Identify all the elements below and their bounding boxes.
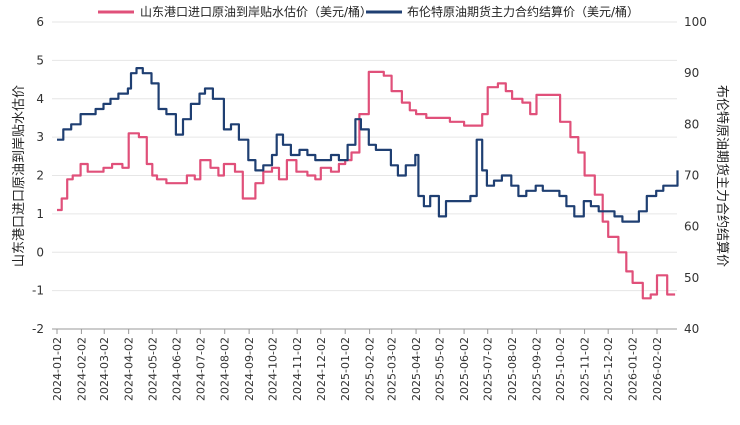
left-axis-title: 山东港口进口原油到岸贴水估价 <box>12 85 27 267</box>
left-tick-label: -1 <box>32 284 44 298</box>
x-tick-label: 2024-01-02 <box>51 337 64 401</box>
right-tick-label: 90 <box>684 66 699 80</box>
right-axis-ticks: 40 50 60 70 80 90 100 <box>684 15 707 336</box>
x-tick-label: 2025-02-02 <box>364 337 377 401</box>
right-axis-title: 布伦特原油期货主力合约结算价 <box>714 85 730 267</box>
right-tick-label: 70 <box>684 169 699 183</box>
series-line-1[interactable] <box>57 70 676 300</box>
x-tick-label: 2025-07-02 <box>482 337 495 401</box>
x-tick-label: 2025-09-02 <box>531 337 544 401</box>
left-axis-ticks: -2 -1 0 1 2 3 4 5 6 <box>32 15 44 336</box>
x-tick-label: 2024-03-02 <box>98 337 111 401</box>
legend-label-series-1: 山东港口进口原油到岸贴水估价（美元/桶） <box>140 4 372 19</box>
legend-item-series-1[interactable]: 山东港口进口原油到岸贴水估价（美元/桶） <box>98 4 372 19</box>
x-tick-label: 2025-03-02 <box>386 337 399 401</box>
x-tick-label: 2024-12-02 <box>315 337 328 401</box>
left-tick-label: 4 <box>36 92 44 106</box>
x-tick-label: 2025-11-02 <box>579 337 592 401</box>
right-tick-label: 40 <box>684 322 699 336</box>
right-tick-label: 60 <box>684 220 699 234</box>
right-tick-label: 100 <box>684 15 707 29</box>
x-tick-label: 2024-06-02 <box>171 337 184 401</box>
legend-label-series-2: 布伦特原油期货主力合约结算价（美元/桶） <box>407 4 639 19</box>
legend-item-series-2[interactable]: 布伦特原油期货主力合约结算价（美元/桶） <box>366 4 639 19</box>
legend: 山东港口进口原油到岸贴水估价（美元/桶） 布伦特原油期货主力合约结算价（美元/桶… <box>98 4 639 19</box>
left-tick-label: 1 <box>36 207 44 221</box>
x-tick-label: 2024-10-02 <box>267 337 280 401</box>
right-tick-label: 50 <box>684 271 699 285</box>
left-tick-label: 0 <box>36 245 44 259</box>
left-tick-label: 6 <box>36 15 44 29</box>
x-tick-label: 2024-11-02 <box>291 337 304 401</box>
series-line-2[interactable] <box>57 67 679 223</box>
series-layer <box>57 67 679 300</box>
x-axis-ticks: 2024-01-02 2024-02-02 2024-03-02 2024-04-02… <box>51 329 664 401</box>
x-tick-label: 2024-09-02 <box>243 337 256 401</box>
x-tick-label: 2024-08-02 <box>219 337 232 401</box>
x-tick-label: 2024-02-02 <box>75 337 88 401</box>
left-tick-label: 3 <box>36 130 44 144</box>
x-tick-label: 2024-07-02 <box>194 337 207 401</box>
x-tick-label: 2024-04-02 <box>123 337 136 401</box>
left-tick-label: 2 <box>36 169 44 183</box>
x-tick-label: 2025-12-02 <box>602 337 615 401</box>
x-tick-label: 2024-05-02 <box>146 337 159 401</box>
x-tick-label: 2025-10-02 <box>554 337 567 401</box>
x-tick-label: 2025-04-02 <box>410 337 423 401</box>
left-tick-label: 5 <box>36 53 44 67</box>
right-tick-label: 80 <box>684 117 699 131</box>
x-tick-label: 2026-02-02 <box>651 337 664 401</box>
x-tick-label: 2025-06-02 <box>458 337 471 401</box>
x-tick-label: 2025-01-02 <box>339 337 352 401</box>
left-tick-label: -2 <box>32 322 44 336</box>
x-tick-label: 2025-05-02 <box>434 337 447 401</box>
x-tick-label: 2026-01-02 <box>627 337 640 401</box>
x-tick-label: 2025-08-02 <box>506 337 519 401</box>
